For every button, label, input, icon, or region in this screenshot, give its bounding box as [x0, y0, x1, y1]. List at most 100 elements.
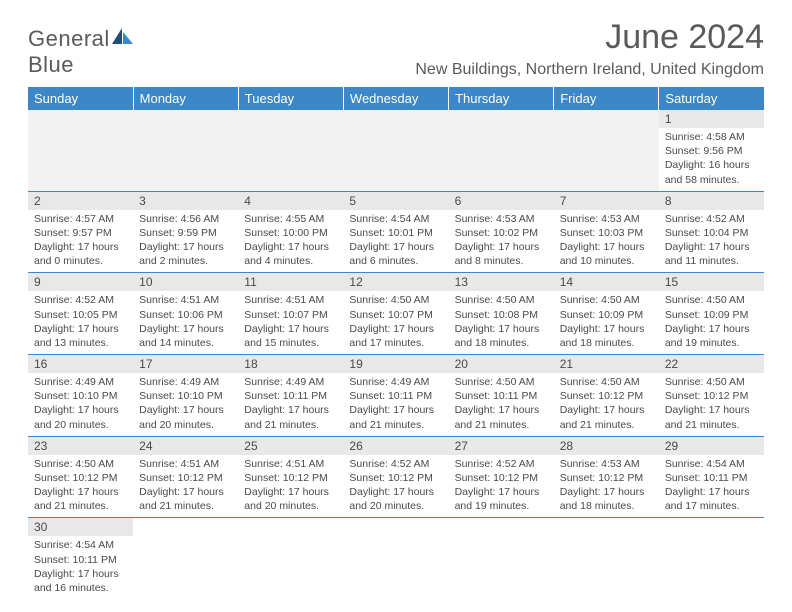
detail-line: Daylight: 17 hours	[349, 403, 442, 417]
calendar-cell: 7Sunrise: 4:53 AMSunset: 10:03 PMDayligh…	[554, 191, 659, 273]
calendar-cell: 20Sunrise: 4:50 AMSunset: 10:11 PMDaylig…	[449, 355, 554, 437]
day-details: Sunrise: 4:58 AMSunset: 9:56 PMDaylight:…	[659, 128, 764, 191]
calendar-cell	[28, 110, 133, 191]
calendar-week: 30Sunrise: 4:54 AMSunset: 10:11 PMDaylig…	[28, 518, 764, 599]
day-details: Sunrise: 4:50 AMSunset: 10:11 PMDaylight…	[449, 373, 554, 436]
detail-line: Daylight: 17 hours	[455, 485, 548, 499]
detail-line: Sunset: 10:08 PM	[455, 308, 548, 322]
day-details: Sunrise: 4:50 AMSunset: 10:09 PMDaylight…	[659, 291, 764, 354]
detail-line: Daylight: 17 hours	[560, 485, 653, 499]
day-details: Sunrise: 4:54 AMSunset: 10:11 PMDaylight…	[28, 536, 133, 599]
detail-line: Sunrise: 4:53 AM	[455, 212, 548, 226]
calendar-cell: 21Sunrise: 4:50 AMSunset: 10:12 PMDaylig…	[554, 355, 659, 437]
detail-line: and 6 minutes.	[349, 254, 442, 268]
detail-line: and 17 minutes.	[349, 336, 442, 350]
day-number: 1	[659, 110, 764, 128]
detail-line: Sunrise: 4:54 AM	[34, 538, 127, 552]
detail-line: and 17 minutes.	[665, 499, 758, 513]
calendar-cell: 6Sunrise: 4:53 AMSunset: 10:02 PMDayligh…	[449, 191, 554, 273]
calendar-cell	[238, 518, 343, 599]
calendar-cell: 5Sunrise: 4:54 AMSunset: 10:01 PMDayligh…	[343, 191, 448, 273]
day-number: 24	[133, 437, 238, 455]
day-number: 22	[659, 355, 764, 373]
calendar-cell: 28Sunrise: 4:53 AMSunset: 10:12 PMDaylig…	[554, 436, 659, 518]
detail-line: Sunset: 10:02 PM	[455, 226, 548, 240]
day-number: 17	[133, 355, 238, 373]
day-header: Saturday	[659, 87, 764, 110]
detail-line: Daylight: 17 hours	[139, 403, 232, 417]
calendar-cell: 9Sunrise: 4:52 AMSunset: 10:05 PMDayligh…	[28, 273, 133, 355]
detail-line: Sunset: 10:07 PM	[244, 308, 337, 322]
day-number: 21	[554, 355, 659, 373]
day-number: 29	[659, 437, 764, 455]
day-details: Sunrise: 4:49 AMSunset: 10:11 PMDaylight…	[238, 373, 343, 436]
detail-line: Daylight: 17 hours	[34, 240, 127, 254]
day-details: Sunrise: 4:49 AMSunset: 10:10 PMDaylight…	[28, 373, 133, 436]
detail-line: Sunrise: 4:57 AM	[34, 212, 127, 226]
day-number: 5	[343, 192, 448, 210]
day-header: Wednesday	[343, 87, 448, 110]
detail-line: and 18 minutes.	[455, 336, 548, 350]
detail-line: and 8 minutes.	[455, 254, 548, 268]
location-subtitle: New Buildings, Northern Ireland, United …	[415, 61, 764, 79]
day-header: Thursday	[449, 87, 554, 110]
detail-line: Sunrise: 4:51 AM	[139, 457, 232, 471]
detail-line: Daylight: 17 hours	[665, 403, 758, 417]
day-number: 27	[449, 437, 554, 455]
detail-line: and 18 minutes.	[560, 499, 653, 513]
detail-line: Sunset: 10:04 PM	[665, 226, 758, 240]
day-details: Sunrise: 4:52 AMSunset: 10:12 PMDaylight…	[449, 455, 554, 518]
day-details: Sunrise: 4:50 AMSunset: 10:07 PMDaylight…	[343, 291, 448, 354]
detail-line: Sunset: 10:12 PM	[34, 471, 127, 485]
day-details: Sunrise: 4:51 AMSunset: 10:06 PMDaylight…	[133, 291, 238, 354]
day-details: Sunrise: 4:56 AMSunset: 9:59 PMDaylight:…	[133, 210, 238, 273]
day-header: Friday	[554, 87, 659, 110]
detail-line: and 20 minutes.	[34, 418, 127, 432]
calendar-cell: 12Sunrise: 4:50 AMSunset: 10:07 PMDaylig…	[343, 273, 448, 355]
detail-line: Sunset: 10:03 PM	[560, 226, 653, 240]
detail-line: and 19 minutes.	[455, 499, 548, 513]
day-number: 6	[449, 192, 554, 210]
calendar-cell: 4Sunrise: 4:55 AMSunset: 10:00 PMDayligh…	[238, 191, 343, 273]
calendar-cell	[343, 518, 448, 599]
brand-text: General Blue	[28, 26, 134, 78]
day-details: Sunrise: 4:53 AMSunset: 10:12 PMDaylight…	[554, 455, 659, 518]
calendar-cell: 29Sunrise: 4:54 AMSunset: 10:11 PMDaylig…	[659, 436, 764, 518]
detail-line: Daylight: 17 hours	[665, 322, 758, 336]
day-details: Sunrise: 4:52 AMSunset: 10:05 PMDaylight…	[28, 291, 133, 354]
calendar-cell	[554, 110, 659, 191]
detail-line: Sunrise: 4:51 AM	[244, 293, 337, 307]
brand-part2: Blue	[28, 52, 74, 77]
detail-line: Sunset: 10:12 PM	[139, 471, 232, 485]
day-number: 8	[659, 192, 764, 210]
calendar-cell: 16Sunrise: 4:49 AMSunset: 10:10 PMDaylig…	[28, 355, 133, 437]
calendar-cell: 17Sunrise: 4:49 AMSunset: 10:10 PMDaylig…	[133, 355, 238, 437]
detail-line: Sunrise: 4:52 AM	[34, 293, 127, 307]
detail-line: and 21 minutes.	[139, 499, 232, 513]
day-details: Sunrise: 4:51 AMSunset: 10:07 PMDaylight…	[238, 291, 343, 354]
detail-line: Sunset: 10:05 PM	[34, 308, 127, 322]
calendar-table: Sunday Monday Tuesday Wednesday Thursday…	[28, 87, 764, 599]
calendar-cell	[133, 518, 238, 599]
detail-line: Sunrise: 4:55 AM	[244, 212, 337, 226]
day-number: 23	[28, 437, 133, 455]
detail-line: and 10 minutes.	[560, 254, 653, 268]
detail-line: Sunrise: 4:50 AM	[34, 457, 127, 471]
detail-line: Sunset: 9:56 PM	[665, 144, 758, 158]
detail-line: and 21 minutes.	[34, 499, 127, 513]
detail-line: Daylight: 17 hours	[560, 322, 653, 336]
day-details: Sunrise: 4:52 AMSunset: 10:04 PMDaylight…	[659, 210, 764, 273]
detail-line: and 13 minutes.	[34, 336, 127, 350]
day-details: Sunrise: 4:50 AMSunset: 10:12 PMDaylight…	[28, 455, 133, 518]
day-number: 15	[659, 273, 764, 291]
calendar-cell: 2Sunrise: 4:57 AMSunset: 9:57 PMDaylight…	[28, 191, 133, 273]
detail-line: Sunset: 10:12 PM	[560, 471, 653, 485]
calendar-cell: 13Sunrise: 4:50 AMSunset: 10:08 PMDaylig…	[449, 273, 554, 355]
calendar-cell: 15Sunrise: 4:50 AMSunset: 10:09 PMDaylig…	[659, 273, 764, 355]
day-number: 3	[133, 192, 238, 210]
day-details: Sunrise: 4:50 AMSunset: 10:12 PMDaylight…	[554, 373, 659, 436]
day-number: 13	[449, 273, 554, 291]
calendar-cell: 19Sunrise: 4:49 AMSunset: 10:11 PMDaylig…	[343, 355, 448, 437]
detail-line: Daylight: 17 hours	[139, 240, 232, 254]
detail-line: Sunrise: 4:50 AM	[455, 375, 548, 389]
